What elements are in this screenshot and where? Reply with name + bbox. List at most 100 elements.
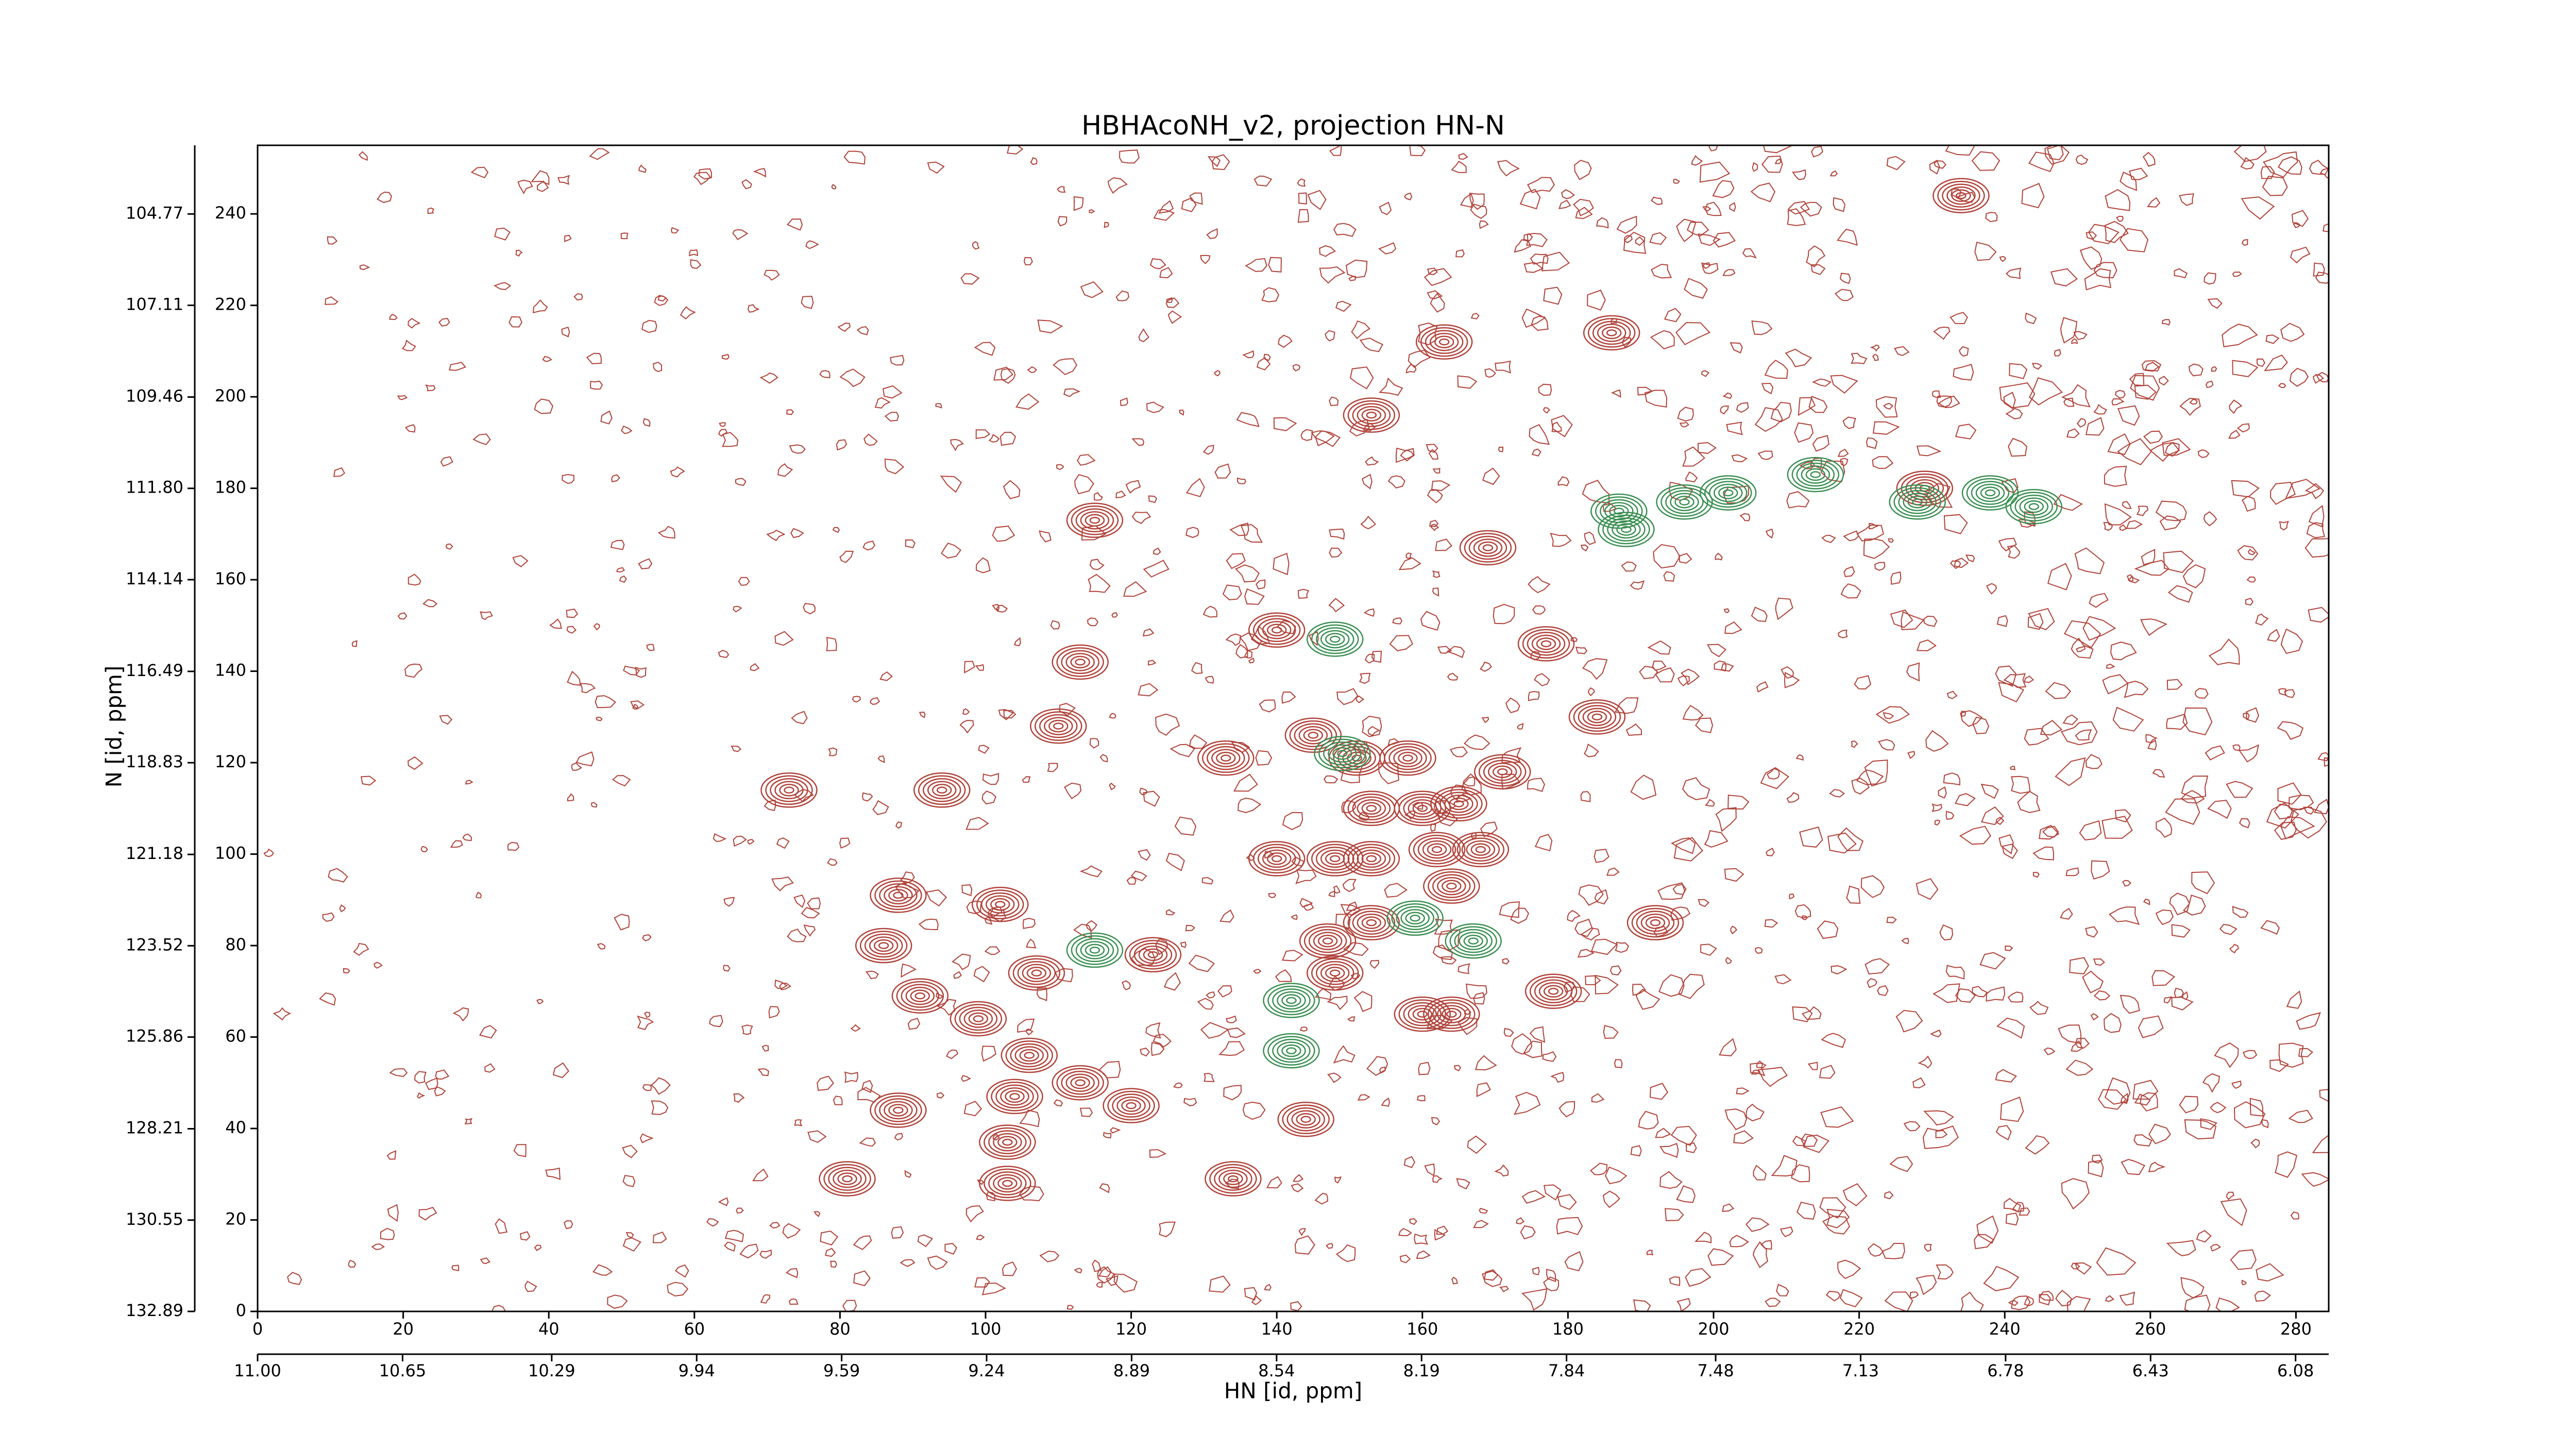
noise-contour [1918, 1055, 1933, 1069]
noise-contour [1409, 145, 1426, 157]
contour-ring [1971, 481, 2010, 505]
noise-contour [1787, 201, 1810, 215]
noise-contour [1185, 924, 1195, 932]
contour-ring [1002, 1138, 1013, 1146]
noise-contour [2270, 481, 2296, 505]
noise-contour [1291, 1183, 1304, 1192]
contour-ring [1700, 475, 1757, 511]
noise-contour [1326, 1243, 1333, 1249]
noise-contour [2084, 268, 2112, 291]
contour-ring [1578, 705, 1617, 729]
noise-contour [1822, 1216, 1851, 1235]
noise-contour [706, 1218, 719, 1227]
contour-ring [1583, 315, 1640, 351]
noise-contour [1820, 1106, 1854, 1128]
noise-contour [1697, 442, 1717, 454]
x2-tick-label: 8.19 [1403, 1361, 1440, 1380]
contour-ring [1898, 490, 1937, 514]
noise-contour [2116, 215, 2124, 222]
noise-contour [566, 609, 579, 618]
noise-contour [2277, 721, 2304, 740]
noise-contour [2098, 1089, 2127, 1110]
contour-ring [1071, 935, 1119, 965]
noise-contour [962, 708, 970, 715]
noise-contour [358, 151, 368, 161]
noise-contour [1751, 606, 1768, 622]
contour-ring [1147, 951, 1159, 958]
noise-contour [1572, 198, 1594, 216]
noise-contour [1854, 675, 1872, 690]
noise-contour [977, 1180, 984, 1185]
noise-contour [1638, 1110, 1659, 1130]
noise-contour [814, 1211, 821, 1217]
contour-ring [1398, 794, 1447, 823]
peak [1415, 324, 1473, 360]
contour-ring [1026, 967, 1047, 980]
noise-contour [1715, 807, 1737, 832]
noise-contour [1158, 200, 1174, 214]
contour-ring [1252, 844, 1301, 874]
noise-contour [981, 1282, 1006, 1295]
noise-contour [853, 1270, 871, 1287]
contour-ring [1665, 490, 1704, 514]
noise-contour [1327, 996, 1348, 1010]
contour-ring [1582, 707, 1612, 727]
noise-contour [2280, 323, 2305, 342]
noise-contour [2028, 151, 2055, 173]
x-tick-label: 0 [252, 1319, 263, 1339]
noise-contour [1514, 239, 1531, 253]
noise-contour [2226, 781, 2253, 798]
noise-contour [2278, 383, 2286, 389]
noise-contour [1712, 180, 1735, 198]
contour-ring [1468, 937, 1479, 945]
noise-contour [927, 1255, 948, 1270]
noise-contour [1730, 925, 1737, 935]
noise-contour [1890, 609, 1913, 628]
noise-contour [1480, 661, 1492, 672]
noise-contour [1257, 357, 1271, 370]
noise-contour [654, 295, 669, 306]
noise-contour [904, 1170, 912, 1178]
noise-contour [750, 663, 760, 671]
noise-contour [1986, 583, 1997, 595]
contour-ring [1010, 1043, 1049, 1068]
noise-contour [2210, 1102, 2227, 1114]
noise-contour [515, 249, 523, 257]
contour-ring [1415, 324, 1473, 360]
contour-ring [984, 1168, 1031, 1199]
contour-ring [1473, 538, 1503, 557]
contour-ring [874, 1095, 922, 1125]
noise-contour [534, 1244, 542, 1251]
noise-contour [2174, 268, 2188, 279]
x-tick-label: 100 [970, 1319, 1001, 1339]
y2-tick-label: 132.89 [126, 1301, 183, 1320]
y-axis-label: N [id, ppm] [101, 666, 127, 788]
noise-contour [1863, 538, 1890, 559]
noise-contour [1684, 278, 1708, 299]
contour-ring [1221, 754, 1231, 762]
noise-contour [1256, 579, 1266, 589]
noise-contour [1153, 209, 1175, 221]
x-tick-label: 220 [1843, 1319, 1875, 1339]
noise-contour [1799, 461, 1816, 469]
noise-contour [1429, 519, 1439, 528]
noise-contour [575, 751, 595, 767]
noise-contour [404, 663, 423, 678]
y2-tick-label: 130.55 [126, 1209, 183, 1229]
noise-contour [759, 1250, 772, 1259]
noise-contour [2005, 408, 2023, 419]
contour-ring [988, 1130, 1027, 1154]
noise-contour [1329, 528, 1345, 540]
noise-contour [1325, 330, 1335, 342]
noise-contour [1808, 396, 1828, 413]
peak [1961, 475, 2019, 511]
noise-contour [2071, 1040, 2083, 1052]
noise-contour [1328, 598, 1345, 613]
noise-contour [950, 439, 964, 451]
noise-contour [397, 395, 408, 400]
noise-contour [2171, 924, 2191, 938]
contour-ring [1008, 955, 1065, 991]
contour-ring [1248, 612, 1306, 648]
noise-contour [1691, 155, 1703, 166]
contour-ring [1660, 487, 1708, 517]
